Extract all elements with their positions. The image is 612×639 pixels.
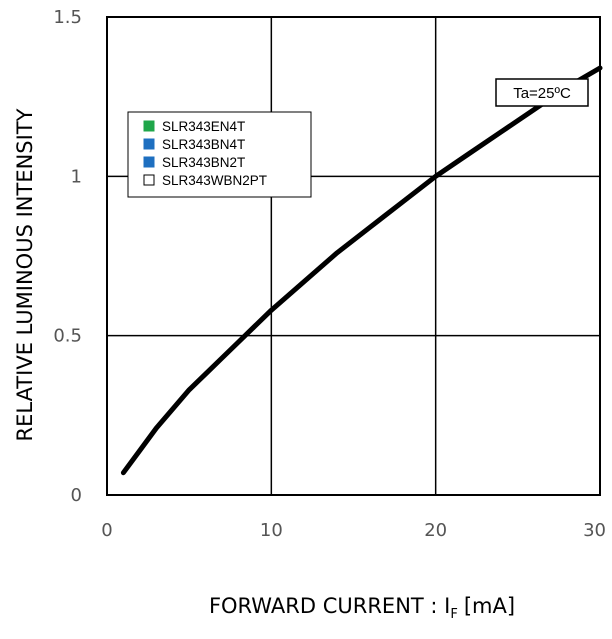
legend-swatch (143, 156, 155, 168)
legend-label: SLR343EN4T (162, 119, 245, 134)
y-tick-label: 0.5 (53, 326, 82, 347)
y-tick-labels: 0 0.5 1 1.5 (53, 7, 82, 506)
legend-entry: SLR343EN4T (143, 119, 245, 134)
data-point (599, 67, 601, 69)
annotation-text: Ta=25ºC (513, 85, 571, 102)
legend-swatch (143, 138, 155, 150)
legend: SLR343EN4T SLR343BN4T SLR343BN2T SLR343WBN2… (127, 111, 312, 198)
data-point (402, 201, 404, 203)
data-point (254, 325, 256, 327)
x-tick-labels: 0 10 20 30 (101, 520, 606, 541)
data-point (500, 131, 502, 133)
series-line (120, 65, 603, 476)
data-point (238, 341, 239, 343)
plot-frame (106, 16, 601, 496)
y-tick-label: 0 (71, 485, 82, 506)
legend-label: SLR343BN2T (162, 155, 245, 170)
data-point (155, 427, 157, 429)
legend-entry: SLR343BN2T (143, 155, 245, 170)
annotation-frame (495, 78, 589, 107)
y-axis-title: RELATIVE LUMINOUS INTENSITY (13, 108, 37, 441)
legend-swatch (143, 120, 155, 132)
x-axis-title-main: FORWARD CURRENT : I (209, 594, 450, 618)
data-point (336, 252, 338, 254)
data-point (270, 309, 272, 311)
annotation-box: Ta=25ºC (495, 78, 589, 107)
data-point (221, 357, 223, 359)
legend-entries: SLR343EN4T SLR343BN4T SLR343BN2T SLR343WBN2… (143, 119, 267, 188)
data-point (468, 153, 469, 155)
x-tick-label: 20 (424, 520, 447, 541)
data-point (303, 281, 305, 282)
legend-entry: SLR343BN4T (143, 137, 245, 152)
x-tick-label: 30 (583, 520, 606, 541)
x-axis-title-subscript: F (450, 607, 457, 622)
data-point (369, 226, 371, 228)
data-point (205, 373, 207, 375)
data-point (435, 175, 437, 177)
data-point (122, 472, 124, 474)
y-tick-label: 1.5 (53, 7, 82, 28)
data-point (533, 108, 535, 110)
legend-frame (127, 111, 312, 198)
legend-label: SLR343WBN2PT (162, 173, 267, 188)
x-axis-title: FORWARD CURRENT : IF [mA] (209, 594, 515, 622)
legend-label: SLR343BN4T (162, 137, 245, 152)
x-tick-label: 10 (260, 520, 283, 541)
y-tick-label: 1 (71, 166, 82, 187)
data-point (172, 408, 174, 410)
data-point (188, 389, 190, 391)
legend-entry: SLR343WBN2PT (143, 173, 267, 188)
data-point (139, 449, 141, 451)
legend-swatch (143, 174, 155, 186)
x-tick-label: 0 (101, 520, 112, 541)
x-axis-title-unit: [mA] (464, 594, 515, 618)
